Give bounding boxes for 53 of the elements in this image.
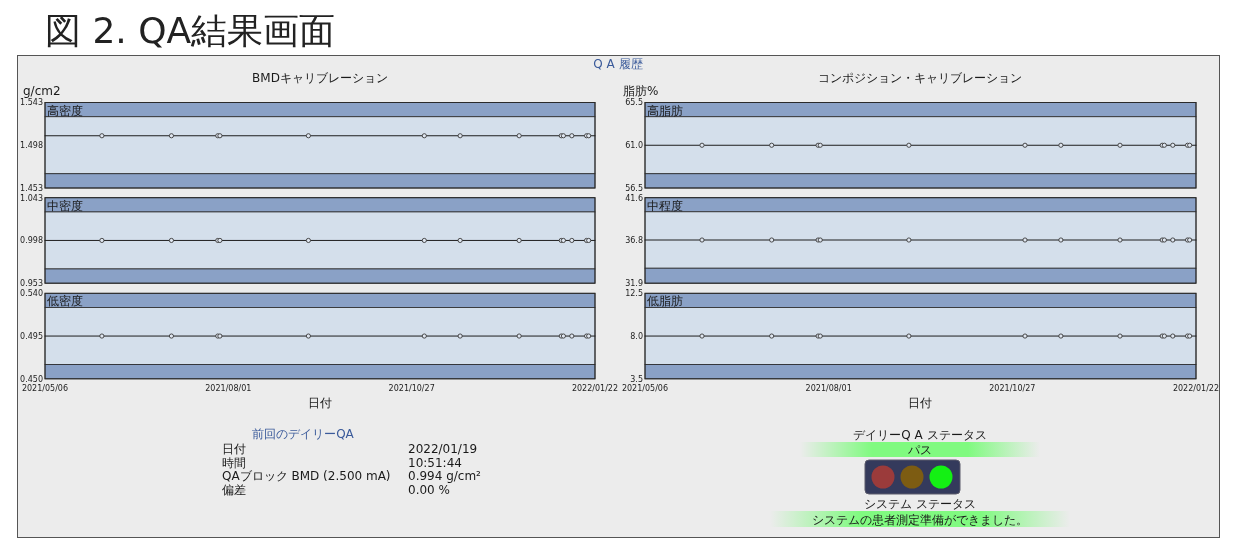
y-tick-label: 0.540	[20, 289, 43, 299]
y-tick-label: 0.998	[20, 236, 43, 246]
annotation: 低脂肪	[647, 294, 683, 309]
x-tick-label: 2022/01/22	[1172, 383, 1220, 393]
text: パス	[907, 443, 932, 457]
y-tick-label: 41.6	[625, 193, 643, 203]
x-tick-label: 2021/08/01	[805, 383, 852, 393]
annotation: 中密度	[47, 198, 83, 213]
y-tick-label: 61.0	[625, 141, 643, 151]
x-tick-label: 2022/01/22	[571, 383, 619, 393]
text: 偏差	[222, 482, 246, 497]
text: QAブロック BMD (2.500 mA)	[222, 469, 391, 483]
y-axis-title: g/cm2	[23, 83, 61, 98]
y-tick-label: 8.0	[630, 331, 643, 341]
chart-title: コンポジション・キャリブレーション	[818, 70, 1022, 85]
text: デイリーQ A ステータス	[853, 428, 987, 442]
y-tick-label: 1.498	[20, 141, 43, 151]
chart-title: BMDキャリブレーション	[252, 70, 388, 85]
y-tick-label: 1.543	[20, 98, 43, 108]
text: 2022/01/19	[408, 442, 478, 456]
y-tick-label: 3.5	[630, 374, 643, 384]
x-tick-label: 2021/10/27	[388, 383, 435, 393]
y-tick-label: 1.043	[20, 193, 43, 203]
y-tick-label: 31.9	[625, 279, 643, 288]
annotation: 低密度	[47, 294, 83, 309]
text: 0.994 g/cm²	[408, 469, 482, 483]
text: 図 2. QA結果画面	[45, 10, 336, 51]
y-tick-label: 0.495	[20, 331, 43, 341]
x-axis-title: 日付	[308, 395, 332, 410]
x-axis-title: 日付	[908, 395, 932, 410]
y-tick-label: 56.5	[625, 183, 643, 193]
y-tick-label: 12.5	[625, 289, 643, 299]
text: 時間	[222, 455, 246, 470]
annotation: 高脂肪	[647, 103, 683, 118]
text: 0.00 %	[408, 482, 450, 497]
y-tick-label: 1.453	[20, 183, 43, 193]
y-tick-label: 0.953	[20, 279, 43, 288]
x-tick-label: 2021/05/06	[21, 383, 69, 393]
text: 日付	[222, 442, 246, 456]
annotation: 高密度	[47, 103, 83, 118]
x-tick-label: 2021/08/01	[205, 383, 252, 393]
x-tick-label: 2021/10/27	[989, 383, 1036, 393]
y-tick-label: 0.450	[20, 374, 43, 384]
text: 10:51:44	[408, 455, 462, 470]
text: 前回のデイリーQA	[252, 427, 355, 441]
text: Q A 履歴	[593, 57, 643, 71]
y-axis-title: 脂肪%	[623, 83, 659, 98]
text: システム ステータス	[864, 497, 976, 511]
text: システムの患者測定準備ができました。	[812, 513, 1028, 527]
annotation: 中程度	[647, 198, 683, 213]
x-tick-label: 2021/05/06	[621, 383, 669, 393]
y-tick-label: 36.8	[625, 235, 643, 245]
y-tick-label: 65.5	[625, 98, 643, 108]
